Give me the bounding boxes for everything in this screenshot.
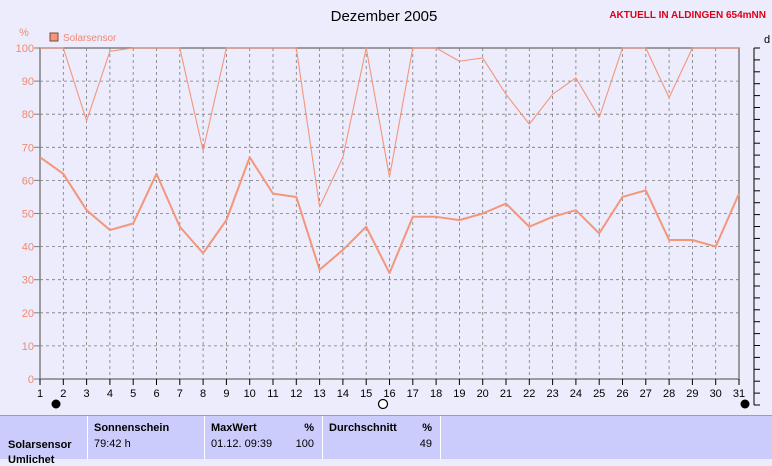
x-tick-label: 5 — [130, 388, 136, 400]
legend-label: Solarsensor — [63, 33, 117, 44]
x-tick-label: 28 — [663, 388, 675, 400]
maxwert-unit: % — [304, 422, 314, 434]
x-tick-label: 21 — [500, 388, 512, 400]
x-tick-label: 22 — [523, 388, 535, 400]
x-tick-label: 8 — [200, 388, 206, 400]
average-unit: % — [422, 422, 432, 434]
chart: Dezember 2005 AKTUELL IN ALDINGEN 654mNN… — [16, 8, 770, 410]
y-tick-label: 20 — [22, 308, 34, 320]
average-cell: Durchschnitt % 49 — [323, 416, 441, 459]
x-tick-label: 16 — [383, 388, 395, 400]
x-tick-label: 25 — [593, 388, 605, 400]
y-tick-label: 0 — [28, 374, 34, 386]
right-axis-ticks — [754, 47, 760, 406]
x-tick-label: 9 — [223, 388, 229, 400]
maxwert-value: 100 — [295, 438, 314, 450]
x-tick-label: 4 — [107, 388, 113, 400]
x-tick-label: 19 — [453, 388, 465, 400]
sunshine-value: 79:42 h — [94, 438, 131, 450]
x-tick-label: 27 — [640, 388, 652, 400]
x-tick-label: 3 — [84, 388, 90, 400]
average-header: Durchschnitt — [329, 422, 397, 434]
y-axis-unit: % — [19, 27, 29, 39]
x-tick-label: 14 — [337, 388, 349, 400]
y-tick-label: 50 — [22, 209, 34, 221]
legend-swatch — [49, 32, 59, 42]
maxwert-date: 01.12. 09:39 — [211, 438, 273, 450]
x-tick-label: 15 — [360, 388, 372, 400]
y-tick-label: 30 — [22, 275, 34, 287]
x-tick-label: 11 — [267, 388, 278, 400]
x-tick-label: 6 — [153, 388, 159, 400]
chart-title: Dezember 2005 — [331, 8, 438, 25]
range-markers — [51, 398, 750, 410]
range-start-marker[interactable] — [51, 399, 61, 409]
x-tick-label: 24 — [570, 388, 582, 400]
series-group — [39, 47, 740, 275]
right-axis-fragment: d — [764, 34, 770, 46]
sunshine-cell: Sonnenschein 79:42 h — [88, 416, 205, 459]
y-tick-label: 80 — [22, 109, 34, 121]
y-tick-label: 100 — [16, 43, 34, 55]
x-tick-label: 20 — [477, 388, 489, 400]
x-tick-label: 23 — [546, 388, 558, 400]
maxwert-cell: MaxWert % 01.12. 09:39 100 — [205, 416, 323, 459]
row-label: Solarsensor — [8, 439, 72, 451]
x-tick-label: 10 — [244, 388, 256, 400]
series-line-lower — [39, 156, 740, 275]
x-tick-labels: 1 2 3 4 5 6 7 8 9 10 11 12 13 14 15 16 17 18 19 20 21 22 23 24 2… — [37, 379, 745, 400]
average-value: 49 — [419, 438, 432, 450]
y-tick-label: 70 — [22, 142, 34, 154]
y-tick-labels: 0 10 20 30 40 50 60 70 80 90 100 — [16, 43, 40, 386]
range-cursor-marker[interactable] — [377, 398, 389, 410]
y-tick-label: 10 — [22, 341, 34, 353]
summary-table: Solarsensor Umlichet Sonnenschein 79:42 … — [0, 415, 772, 466]
station-label: AKTUELL IN ALDINGEN 654mNN — [609, 10, 766, 21]
range-end-marker[interactable] — [740, 399, 750, 409]
row-label-cell: Solarsensor Umlichet — [0, 416, 88, 466]
maxwert-header: MaxWert — [211, 422, 257, 434]
x-tick-label: 2 — [60, 388, 66, 400]
x-tick-label: 1 — [37, 388, 43, 400]
x-tick-label: 29 — [686, 388, 698, 400]
x-tick-label: 31 — [733, 388, 745, 400]
grid — [40, 48, 739, 379]
sunshine-header: Sonnenschein — [94, 422, 170, 434]
legend: Solarsensor — [49, 32, 117, 44]
x-tick-label: 13 — [313, 388, 325, 400]
series-line-upper — [40, 47, 739, 208]
x-tick-label: 26 — [616, 388, 628, 400]
x-tick-label: 12 — [290, 388, 302, 400]
x-tick-label: 17 — [407, 388, 419, 400]
x-tick-label: 18 — [430, 388, 442, 400]
row-label-partial: Umlichet — [8, 454, 55, 466]
y-tick-label: 90 — [22, 76, 34, 88]
y-tick-label: 60 — [22, 175, 34, 187]
x-tick-label: 30 — [710, 388, 722, 400]
x-tick-label: 7 — [177, 388, 183, 400]
y-tick-label: 40 — [22, 242, 34, 254]
